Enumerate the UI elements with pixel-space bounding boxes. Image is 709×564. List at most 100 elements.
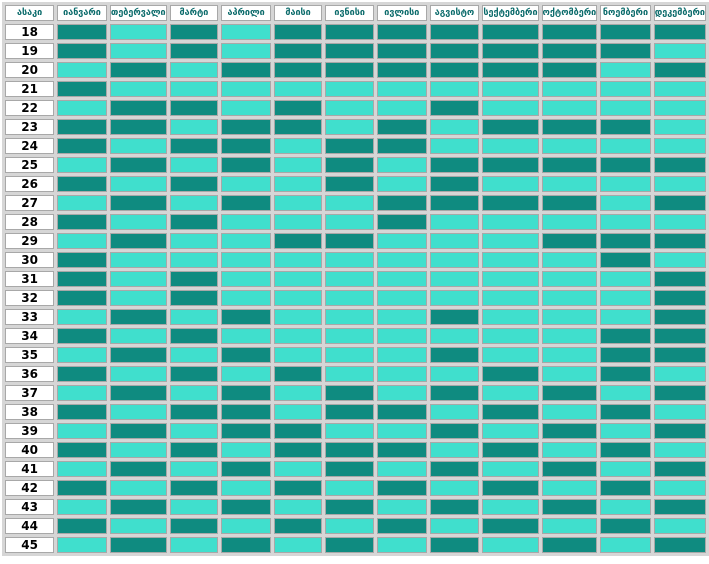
month-cell-dark — [57, 138, 107, 154]
month-cell-dark — [482, 480, 539, 496]
month-cell-dark — [325, 442, 375, 458]
month-cell-dark — [325, 24, 375, 40]
month-cell-dark — [429, 499, 480, 515]
month-cell-light — [273, 347, 323, 363]
month-cell-light — [57, 233, 107, 249]
month-cell-light — [109, 43, 167, 59]
month-cell-dark — [541, 24, 598, 40]
table-row: 30 — [5, 252, 706, 268]
month-cell-light — [169, 537, 219, 553]
month-cell-light — [57, 461, 107, 477]
month-cell-dark — [482, 442, 539, 458]
month-cell-light — [325, 100, 375, 116]
month-cell-light — [221, 366, 271, 382]
month-cell-light — [325, 328, 375, 344]
month-cell-light — [221, 81, 271, 97]
month-cell-light — [325, 81, 375, 97]
age-cell: 34 — [5, 328, 55, 344]
table-row: 45 — [5, 537, 706, 553]
month-cell-light — [541, 138, 598, 154]
month-cell-dark — [325, 233, 375, 249]
month-cell-light — [482, 290, 539, 306]
month-cell-dark — [653, 328, 706, 344]
month-cell-light — [169, 499, 219, 515]
month-cell-dark — [109, 347, 167, 363]
month-cell-light — [169, 423, 219, 439]
table-row: 26 — [5, 176, 706, 192]
month-cell-light — [653, 100, 706, 116]
month-cell-dark — [169, 271, 219, 287]
month-cell-light — [221, 233, 271, 249]
month-cell-light — [221, 214, 271, 230]
table-row: 20 — [5, 62, 706, 78]
table-row: 38 — [5, 404, 706, 420]
month-cell-light — [109, 366, 167, 382]
month-cell-dark — [109, 309, 167, 325]
month-cell-light — [653, 119, 706, 135]
month-cell-dark — [653, 271, 706, 287]
month-cell-light — [482, 176, 539, 192]
month-cell-dark — [541, 62, 598, 78]
month-cell-light — [482, 328, 539, 344]
month-cell-dark — [221, 138, 271, 154]
month-cell-dark — [325, 385, 375, 401]
month-cell-dark — [541, 43, 598, 59]
month-cell-dark — [325, 537, 375, 553]
month-cell-light — [169, 461, 219, 477]
month-cell-light — [169, 119, 219, 135]
age-cell: 20 — [5, 62, 55, 78]
month-cell-dark — [325, 138, 375, 154]
month-cell-light — [109, 290, 167, 306]
month-cell-light — [169, 233, 219, 249]
month-cell-dark — [600, 157, 651, 173]
table-row: 33 — [5, 309, 706, 325]
month-cell-dark — [221, 461, 271, 477]
month-cell-light — [429, 290, 480, 306]
month-cell-dark — [429, 43, 480, 59]
month-cell-light — [482, 385, 539, 401]
month-cell-dark — [653, 233, 706, 249]
month-cell-dark — [221, 62, 271, 78]
month-cell-dark — [653, 309, 706, 325]
month-cell-light — [377, 233, 427, 249]
month-cell-dark — [273, 43, 323, 59]
month-cell-dark — [57, 24, 107, 40]
month-header-may: მაისი — [273, 5, 323, 21]
month-cell-light — [325, 119, 375, 135]
month-cell-dark — [541, 195, 598, 211]
month-cell-dark — [482, 43, 539, 59]
table-row: 21 — [5, 81, 706, 97]
month-cell-dark — [429, 62, 480, 78]
month-cell-light — [377, 385, 427, 401]
month-cell-light — [325, 423, 375, 439]
month-cell-dark — [482, 119, 539, 135]
month-cell-dark — [541, 423, 598, 439]
month-cell-dark — [429, 537, 480, 553]
month-cell-light — [109, 214, 167, 230]
month-cell-dark — [109, 537, 167, 553]
month-cell-dark — [541, 461, 598, 477]
month-cell-light — [57, 385, 107, 401]
table-row: 32 — [5, 290, 706, 306]
month-cell-dark — [57, 119, 107, 135]
month-cell-dark — [221, 347, 271, 363]
month-cell-dark — [325, 404, 375, 420]
month-cell-light — [221, 271, 271, 287]
month-cell-dark — [57, 176, 107, 192]
age-cell: 23 — [5, 119, 55, 135]
month-cell-light — [482, 499, 539, 515]
month-cell-light — [109, 442, 167, 458]
month-header-june: ივნისი — [325, 5, 375, 21]
month-cell-light — [169, 81, 219, 97]
month-cell-dark — [541, 233, 598, 249]
month-cell-dark — [109, 157, 167, 173]
month-cell-dark — [221, 157, 271, 173]
month-header-march: მარტი — [169, 5, 219, 21]
month-cell-light — [600, 176, 651, 192]
month-cell-dark — [541, 119, 598, 135]
month-cell-light — [325, 252, 375, 268]
month-cell-light — [377, 328, 427, 344]
age-cell: 27 — [5, 195, 55, 211]
header-row: ასაკი იანვარი თებერვალი მარტი აპრილი მაი… — [5, 5, 706, 21]
month-cell-dark — [169, 366, 219, 382]
